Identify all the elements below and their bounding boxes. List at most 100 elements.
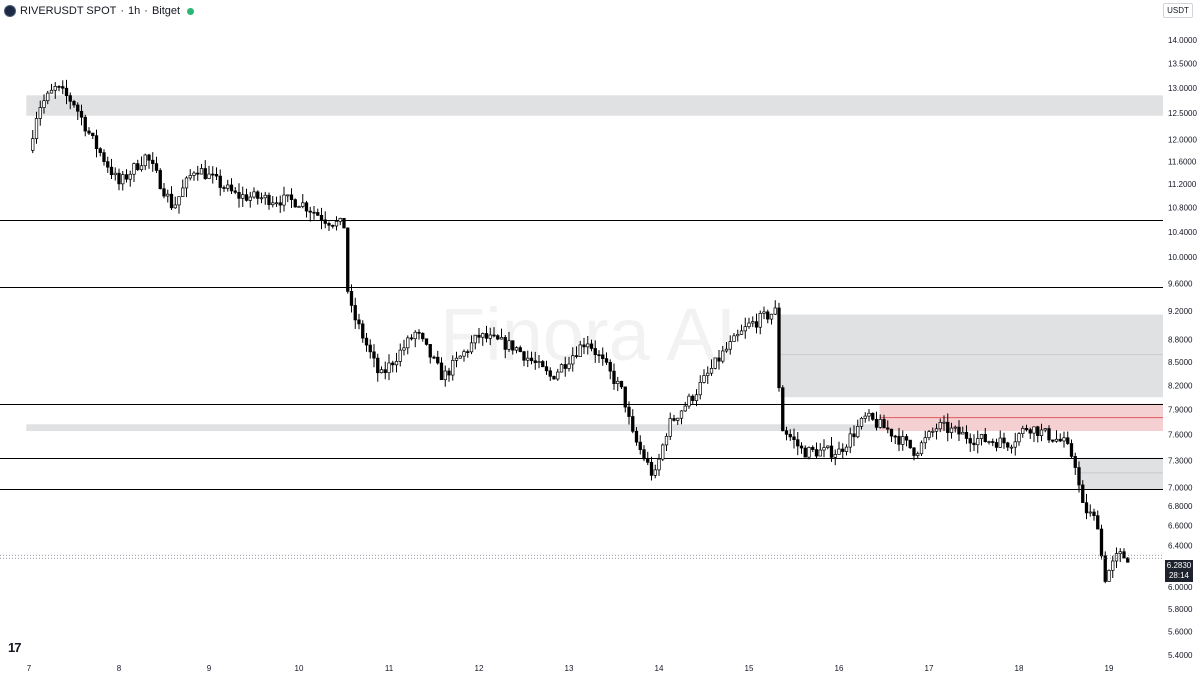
candle-139 [552,375,556,380]
candle-28 [136,159,140,172]
candle-73 [304,200,309,218]
candle-252 [976,430,980,454]
candle-121 [484,325,489,343]
candle-19 [102,149,106,166]
candle-234 [908,439,912,449]
candle-83 [342,217,346,229]
candle-124 [496,334,500,341]
candle-56 [241,186,245,207]
zone-gray-2 [780,314,1163,398]
candle-126 [503,335,507,359]
candle-189 [739,324,744,335]
y-tick-label-9: 10.0000 [1168,253,1197,262]
candle-179 [702,369,706,384]
candle-197 [769,313,774,325]
candle-82 [338,217,342,226]
candle-158 [623,386,627,413]
candle-23 [117,168,121,191]
candle-215 [837,441,841,455]
x-tick-label-8: 15 [745,664,754,673]
candle-34 [158,168,162,190]
candle-60 [256,190,260,205]
candle-250 [968,433,972,452]
x-tick-label-7: 14 [655,664,664,673]
tradingview-logo-icon[interactable]: 17 [8,640,22,655]
price-axis[interactable]: 14.0000 13.5000 13.0000 12.5000 12.0000 11.60… [1168,36,1197,660]
candle-37 [169,186,174,211]
candle-142 [563,356,567,377]
candle-40 [181,179,185,197]
y-tick-label-7: 10.8000 [1168,204,1197,213]
candle-49 [214,167,219,180]
candle-116 [466,349,470,358]
symbol-header[interactable]: RIVERUSDT SPOT · 1h · Bitget [4,3,195,19]
candle-259 [1002,432,1006,449]
candle-202 [788,429,792,441]
candle-54 [233,187,237,195]
zone-gray-1 [26,424,1163,431]
candle-3 [42,94,46,114]
y-tick-label-20: 6.6000 [1168,521,1193,530]
candle-176 [691,394,695,405]
candle-7 [57,85,61,92]
candle-162 [638,435,642,455]
candle-265 [1024,424,1029,432]
candle-145 [574,346,579,359]
candle-205 [799,442,804,454]
candle-100 [406,335,410,355]
currency-selector[interactable]: USDT [1163,3,1193,18]
candle-186 [728,335,732,355]
candle-125 [499,328,504,340]
y-tick-label-1: 13.5000 [1168,59,1197,68]
candle-235 [912,447,916,461]
candle-277 [1069,439,1074,459]
candle-238 [923,430,927,450]
candle-151 [597,350,601,363]
candle-281 [1084,493,1089,520]
candle-140 [556,368,560,381]
candle-67 [282,186,286,212]
time-axis[interactable]: 7 8 9 10 11 12 13 14 15 16 17 18 19 [27,664,1114,673]
candle-76 [316,208,320,216]
candle-107 [432,355,436,360]
candle-118 [473,334,477,350]
y-tick-label-6: 11.2000 [1168,180,1197,189]
candle-79 [327,221,331,231]
candle-276 [1066,431,1070,445]
timeframe[interactable]: 1h [128,5,141,17]
candle-167 [657,453,661,476]
candle-267 [1032,426,1036,442]
candle-countdown: 28:14 [1168,571,1190,580]
candle-170 [668,412,672,441]
candle-136 [541,359,545,368]
candle-187 [732,332,736,342]
candle-198 [773,300,777,316]
candle-274 [1058,433,1062,443]
candle-59 [252,187,256,199]
candle-199 [777,302,781,392]
y-tick-label-5: 11.6000 [1168,157,1197,166]
candle-246 [953,425,957,433]
candle-101 [409,334,414,341]
candle-286 [1103,551,1107,584]
y-tick-label-12: 8.8000 [1168,336,1193,345]
candle-278 [1073,452,1077,475]
candle-44 [196,165,200,181]
candle-218 [848,427,852,454]
candle-109 [439,357,444,381]
candle-4 [46,90,50,105]
candle-245 [949,422,954,439]
candle-209 [814,442,819,459]
candle-185 [724,341,729,353]
candle-150 [593,340,597,363]
x-tick-label-12: 19 [1105,664,1114,673]
candle-8 [61,80,65,95]
candle-285 [1099,524,1104,560]
x-tick-label-6: 13 [565,664,574,673]
candle-22 [113,167,117,181]
candle-160 [631,409,635,434]
symbol-name[interactable]: RIVERUSDT SPOT [20,5,117,17]
y-tick-label-4: 12.0000 [1168,136,1197,145]
candle-184 [721,345,725,364]
